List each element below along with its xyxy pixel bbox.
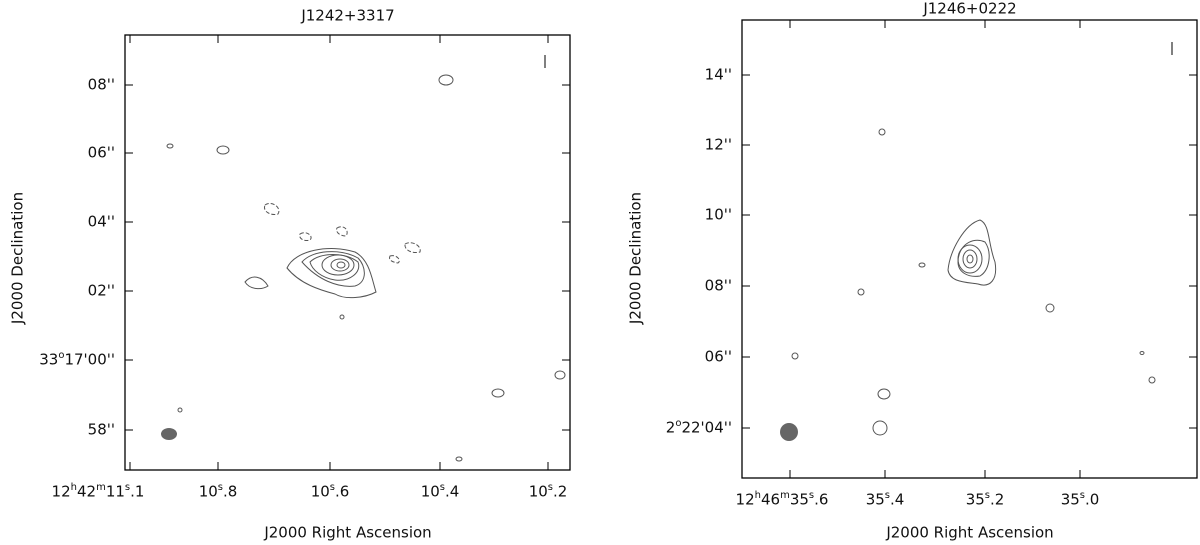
x-tick-label: 10s.4 (421, 482, 460, 501)
contours (161, 55, 566, 462)
panel-title: J1242+3317 (300, 7, 394, 25)
panel-title: J1246+0222 (922, 0, 1016, 18)
x-axis-label: J2000 Right Ascension (263, 524, 431, 542)
x-axis-label: J2000 Right Ascension (885, 524, 1053, 542)
y-tick-label: 08'' (705, 277, 732, 295)
y-tick-label: 06'' (88, 144, 115, 162)
beam (161, 428, 177, 440)
x-tick-label: 10s.6 (311, 482, 350, 501)
y-tick-label: 2o22'04'' (666, 418, 732, 437)
frame (741, 19, 1198, 479)
x-tick-label: 12h42m11s.1 (52, 482, 145, 501)
y-tick-label: 10'' (705, 206, 732, 224)
x-tick-label: 10s.8 (199, 482, 238, 501)
beam (780, 423, 798, 441)
panel: J1242+3317 J2000 Right Ascension J2000 D… (9, 7, 571, 542)
x-tick-label: 35s.4 (866, 490, 905, 509)
x-tick-label: 12h46m35s.6 (736, 490, 829, 509)
contours (780, 42, 1173, 441)
y-tick-label: 14'' (705, 66, 732, 84)
y-axis-label: J2000 Declination (9, 192, 27, 325)
y-tick-label: 04'' (88, 213, 115, 231)
y-tick-label: 58'' (88, 421, 115, 439)
panel: J1246+0222 J2000 Right Ascension J2000 D… (627, 0, 1198, 542)
y-tick-label: 02'' (88, 282, 115, 300)
x-tick-label: 35s.0 (1061, 490, 1100, 509)
y-tick-label: 33o17'00'' (39, 350, 115, 369)
x-tick-label: 35s.2 (966, 490, 1005, 509)
x-tick-label: 10s.2 (529, 482, 568, 501)
frame (124, 34, 571, 471)
y-axis-label: J2000 Declination (627, 192, 645, 325)
y-tick-label: 06'' (705, 348, 732, 366)
y-tick-label: 12'' (705, 136, 732, 154)
y-tick-label: 08'' (88, 76, 115, 94)
